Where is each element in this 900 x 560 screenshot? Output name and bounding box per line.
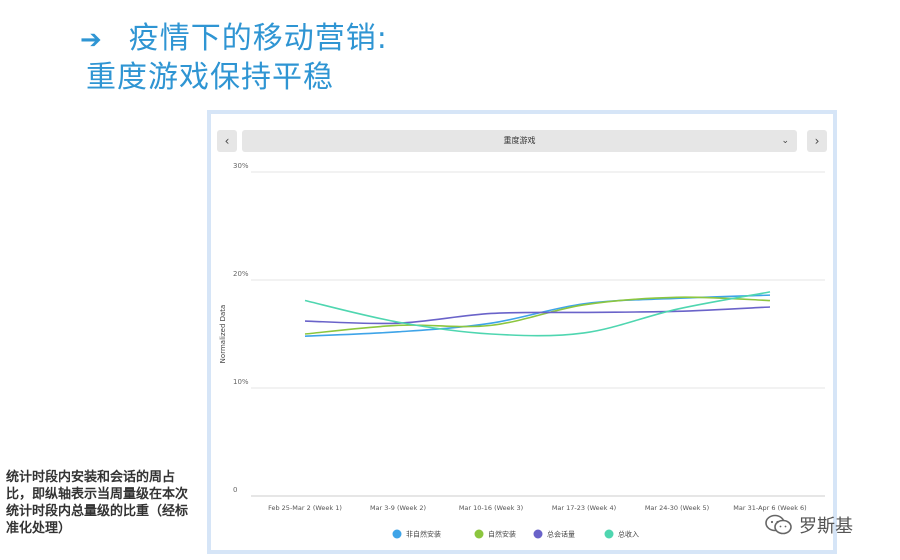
- watermark-text: 罗斯基: [799, 516, 853, 537]
- wechat-icon: [765, 514, 792, 535]
- x-tick-label: Mar 24-30 (Week 5): [645, 504, 709, 512]
- legend-marker: [604, 529, 614, 539]
- chevron-down-icon: ⌄: [781, 136, 789, 146]
- legend-label: 自然安装: [488, 530, 516, 539]
- legend-label: 非自然安装: [406, 530, 441, 539]
- chart-panel: ‹ 重度游戏 ⌄ › 0 10% 20% 30% Normalized Data Feb …: [207, 110, 837, 554]
- y-tick-label: 20%: [233, 270, 249, 278]
- watermark: 罗斯基: [765, 512, 853, 538]
- prev-button[interactable]: ‹: [217, 130, 237, 152]
- title-text-1: 疫情下的移动营销:: [128, 21, 388, 56]
- legend-label: 总会话量: [547, 530, 575, 539]
- y-tick-label: 30%: [233, 162, 249, 170]
- legend-marker: [474, 529, 484, 539]
- legend-marker: [533, 529, 543, 539]
- arrow-right-icon: ➔: [80, 25, 103, 55]
- dropdown-label: 重度游戏: [503, 136, 536, 145]
- chart-caption: 统计时段内安装和会话的周占比，即纵轴表示当周量级在本次统计时段内总量级的比重（经…: [6, 470, 189, 536]
- y-axis-label: Normalized Data: [219, 305, 227, 364]
- legend-marker: [392, 529, 402, 539]
- title-line-1: ➔ 疫情下的移动营销:: [80, 20, 388, 59]
- x-tick-label: Feb 25-Mar 2 (Week 1): [268, 504, 342, 512]
- x-tick-label: Mar 3-9 (Week 2): [370, 504, 426, 512]
- legend-label: 总收入: [618, 530, 639, 539]
- next-button[interactable]: ›: [807, 130, 827, 152]
- x-tick-label: Mar 17-23 (Week 4): [552, 504, 616, 512]
- y-tick-label: 10%: [233, 378, 249, 386]
- slide-title: ➔ 疫情下的移动营销: 重度游戏保持平稳: [80, 20, 388, 97]
- title-line-2: 重度游戏保持平稳: [86, 60, 334, 95]
- y-tick-label: 0: [233, 486, 237, 494]
- series-line: [304, 306, 771, 325]
- x-tick-label: Mar 31-Apr 6 (Week 6): [733, 504, 806, 512]
- x-tick-label: Mar 10-16 (Week 3): [459, 504, 523, 512]
- series-line: [304, 291, 771, 337]
- category-dropdown[interactable]: 重度游戏 ⌄: [242, 130, 797, 152]
- line-chart: 0 10% 20% 30% Normalized Data Feb 25-Mar 2 (W…: [219, 162, 825, 539]
- series-line: [304, 296, 771, 335]
